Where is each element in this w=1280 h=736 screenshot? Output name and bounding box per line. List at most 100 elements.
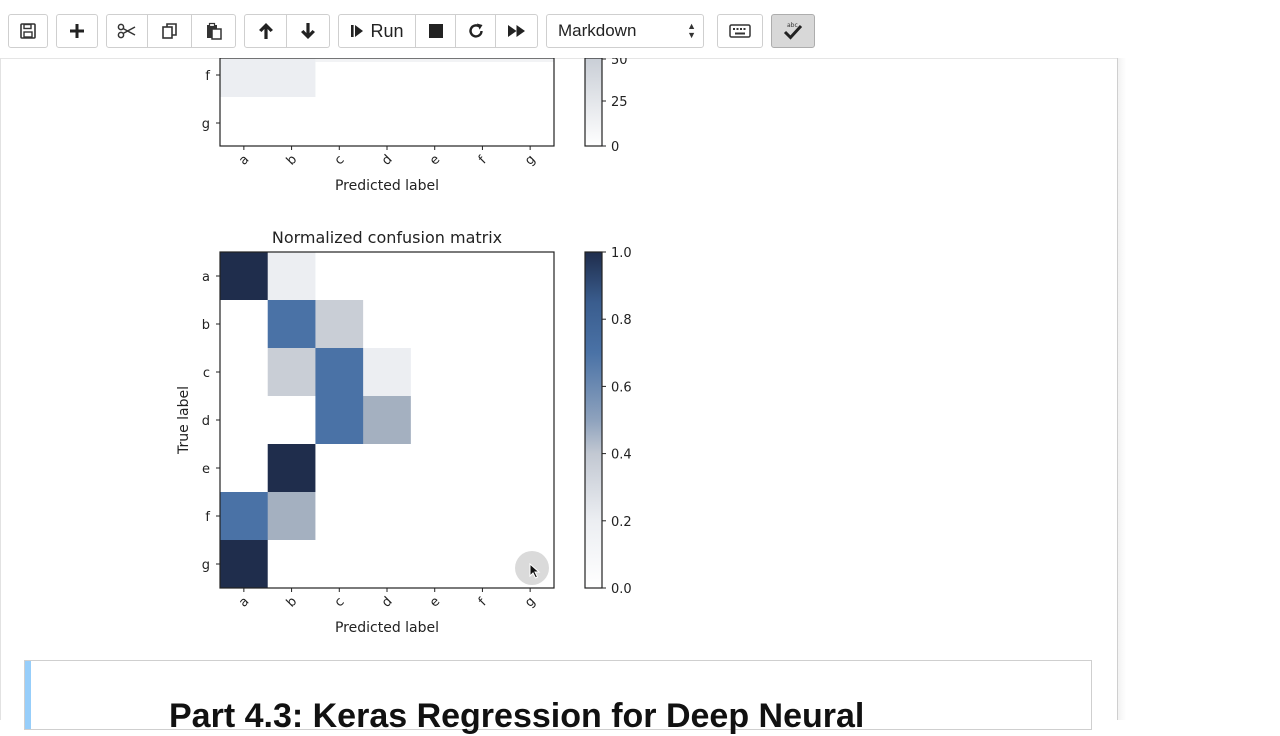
save-button[interactable] (8, 14, 48, 48)
check-icon: abc (783, 22, 803, 40)
colorbar (584, 251, 603, 589)
select-arrows-icon: ▲ ▼ (687, 21, 696, 40)
output-figures: f g a b c d e f g Predicted label 50 25 0 Normalized… (176, 58, 632, 636)
y-tick-label: f (205, 510, 210, 525)
heatmap-cell (506, 396, 555, 445)
arrow-down-icon (301, 23, 315, 39)
x-tick-label: f (476, 595, 490, 609)
step-forward-icon (351, 25, 364, 37)
heatmap-cell (220, 252, 269, 301)
heatmap-cell (220, 492, 269, 541)
heatmap-cell (458, 444, 507, 493)
heatmap-cell (267, 300, 316, 349)
colorbar-tick-label: 25 (611, 95, 628, 110)
run-all-button[interactable] (496, 14, 538, 48)
notebook-right-border (1117, 58, 1118, 720)
heatmap-cell (458, 300, 507, 349)
insert-cell-button[interactable] (56, 14, 98, 48)
move-down-button[interactable] (287, 14, 330, 48)
cell-type-select[interactable]: Markdown ▲ ▼ (546, 14, 704, 48)
x-axis-label: Predicted label (335, 178, 439, 194)
svg-text:abc: abc (787, 22, 798, 29)
y-tick-label: d (202, 414, 210, 429)
mouse-pointer-icon (529, 563, 541, 579)
heatmap-cell (220, 396, 269, 445)
heatmap-cell (267, 348, 316, 397)
heatmap-cell (506, 348, 555, 397)
colorbar-tick-label: 0.8 (611, 313, 632, 328)
confusion-matrix-partial: f g a b c d e f g Predicted label 50 25 0 (202, 58, 628, 194)
heatmap-cell (458, 540, 507, 589)
x-tick-label: e (427, 594, 443, 610)
markdown-heading: Part 4.3: Keras Regression for Deep Neur… (169, 697, 865, 735)
spellcheck-button[interactable]: abc (771, 14, 815, 48)
heatmap-cell (506, 492, 555, 541)
heatmap-cell (220, 58, 316, 97)
x-tick-label: c (332, 595, 348, 611)
colorbar-tick-label: 0 (611, 140, 619, 155)
restart-button[interactable] (456, 14, 496, 48)
heatmap-cell (267, 540, 316, 589)
normalized-confusion-matrix: Normalized confusion matrix a b c d e f g a b c d e f… (176, 228, 632, 636)
run-button[interactable]: Run (338, 14, 416, 48)
paste-icon (206, 22, 222, 40)
heatmap-cell (363, 540, 412, 589)
scissors-icon (117, 23, 136, 39)
heatmap-cell (410, 348, 460, 397)
run-label: Run (370, 20, 404, 41)
heatmap-cell (410, 396, 460, 445)
heatmap-cell (363, 252, 412, 301)
stop-icon (428, 24, 443, 38)
heatmap-cell (458, 348, 507, 397)
cut-button[interactable] (106, 14, 148, 48)
x-tick-label: d (379, 152, 395, 168)
heatmap-cell (410, 540, 460, 589)
y-axis-label: True label (176, 386, 192, 455)
floppy-icon (20, 23, 36, 39)
fast-forward-icon (507, 25, 525, 37)
heatmap-cell (267, 396, 316, 445)
heatmap-cell (315, 492, 364, 541)
heatmap-cell (506, 252, 555, 301)
colorbar-tick-label: 1.0 (611, 246, 632, 261)
heatmap-cell (315, 300, 364, 349)
heatmap-cell (315, 252, 364, 301)
x-tick-label: g (522, 594, 538, 610)
heatmap-cell (267, 252, 316, 301)
x-tick-label: a (236, 152, 252, 168)
x-tick-label: g (522, 152, 538, 168)
heatmap-cell (363, 444, 412, 493)
x-tick-label: f (476, 153, 490, 167)
y-tick-label: g (202, 117, 210, 132)
heatmap-cell (267, 444, 316, 493)
heatmap-cell (267, 492, 316, 541)
keyboard-button[interactable] (717, 14, 763, 48)
heatmap-cell (315, 540, 364, 589)
move-up-button[interactable] (244, 14, 287, 48)
heatmap-cell (458, 492, 507, 541)
notebook-shadow (1118, 58, 1126, 720)
colorbar-tick-label: 0.2 (611, 515, 632, 530)
heatmap-cell (458, 396, 507, 445)
cell-type-value: Markdown (558, 21, 637, 40)
heatmap-cell (315, 58, 554, 62)
notebook-left-border (0, 58, 1, 720)
heatmap-cell (220, 540, 269, 589)
stop-button[interactable] (416, 14, 456, 48)
y-tick-label: e (202, 462, 210, 477)
y-tick-label: g (202, 558, 210, 573)
colorbar (584, 58, 603, 147)
y-tick-label: b (202, 318, 210, 333)
colorbar-tick-label: 0.4 (611, 448, 632, 463)
copy-icon (161, 23, 177, 39)
heatmap-cell (220, 348, 269, 397)
y-tick-label: a (202, 270, 210, 285)
copy-button[interactable] (148, 14, 192, 48)
x-tick-label: d (379, 594, 395, 610)
heatmap-cell (410, 252, 460, 301)
restart-icon (468, 23, 483, 38)
heatmap-cell (363, 300, 412, 349)
cell-selection-bar (25, 661, 31, 729)
paste-button[interactable] (192, 14, 236, 48)
arrow-up-icon (258, 23, 273, 39)
